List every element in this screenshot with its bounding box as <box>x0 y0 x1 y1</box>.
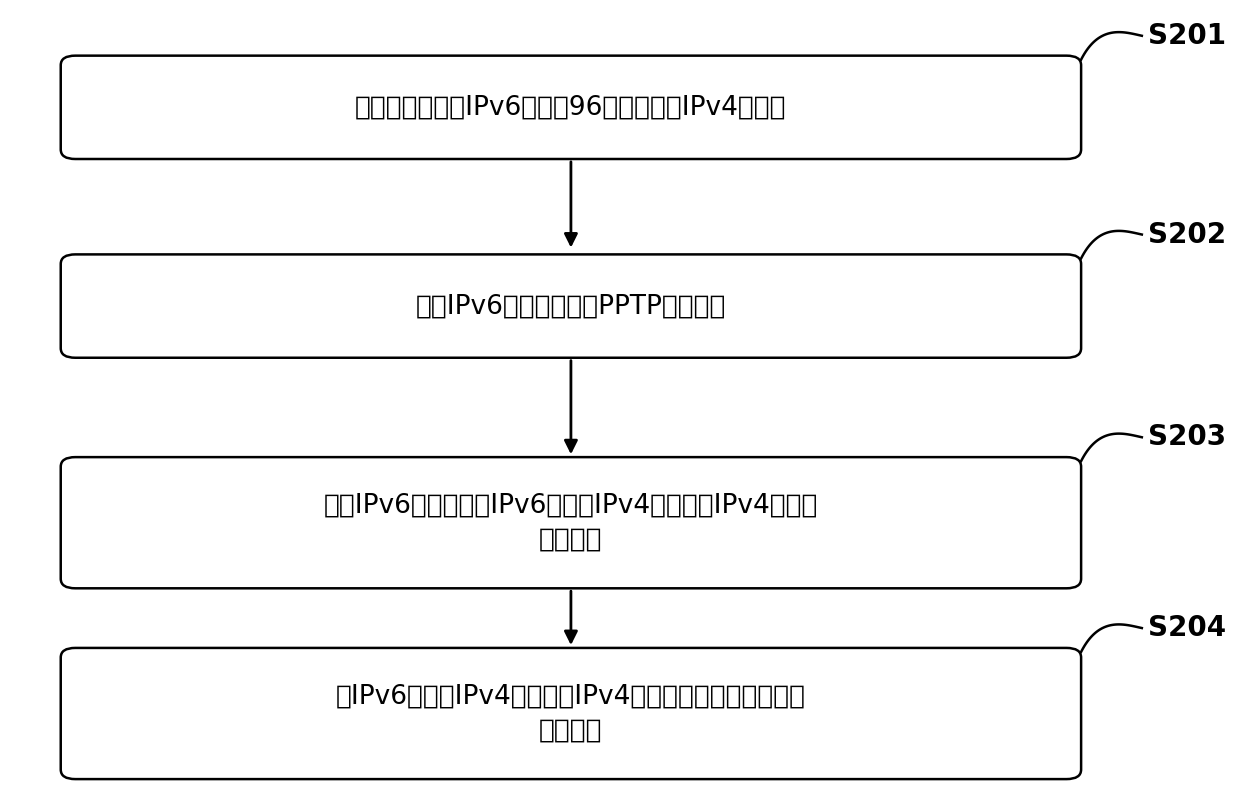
Text: 映射关系: 映射关系 <box>539 717 603 743</box>
FancyBboxPatch shape <box>61 56 1081 159</box>
Text: S201: S201 <box>1148 21 1226 50</box>
FancyBboxPatch shape <box>61 254 1081 358</box>
Text: S203: S203 <box>1148 423 1226 452</box>
Text: 接收用户配置的IPv6地址的96位前缀段和IPv4地址池: 接收用户配置的IPv6地址的96位前缀段和IPv4地址池 <box>355 95 786 120</box>
Text: 映射关系: 映射关系 <box>539 526 603 553</box>
Text: S202: S202 <box>1148 220 1226 249</box>
Text: 接收IPv6客户端发送的PPTP控制请求: 接收IPv6客户端发送的PPTP控制请求 <box>415 293 727 319</box>
FancyBboxPatch shape <box>61 648 1081 779</box>
Text: 将IPv6地址与IPv4服务器的IPv4地址的映射关系作为会话: 将IPv6地址与IPv4服务器的IPv4地址的映射关系作为会话 <box>336 684 806 710</box>
Text: S204: S204 <box>1148 614 1226 642</box>
FancyBboxPatch shape <box>61 457 1081 588</box>
Text: 建立IPv6请求报文的IPv6地址与IPv4服务器的IPv4地址的: 建立IPv6请求报文的IPv6地址与IPv4服务器的IPv4地址的 <box>324 493 818 519</box>
